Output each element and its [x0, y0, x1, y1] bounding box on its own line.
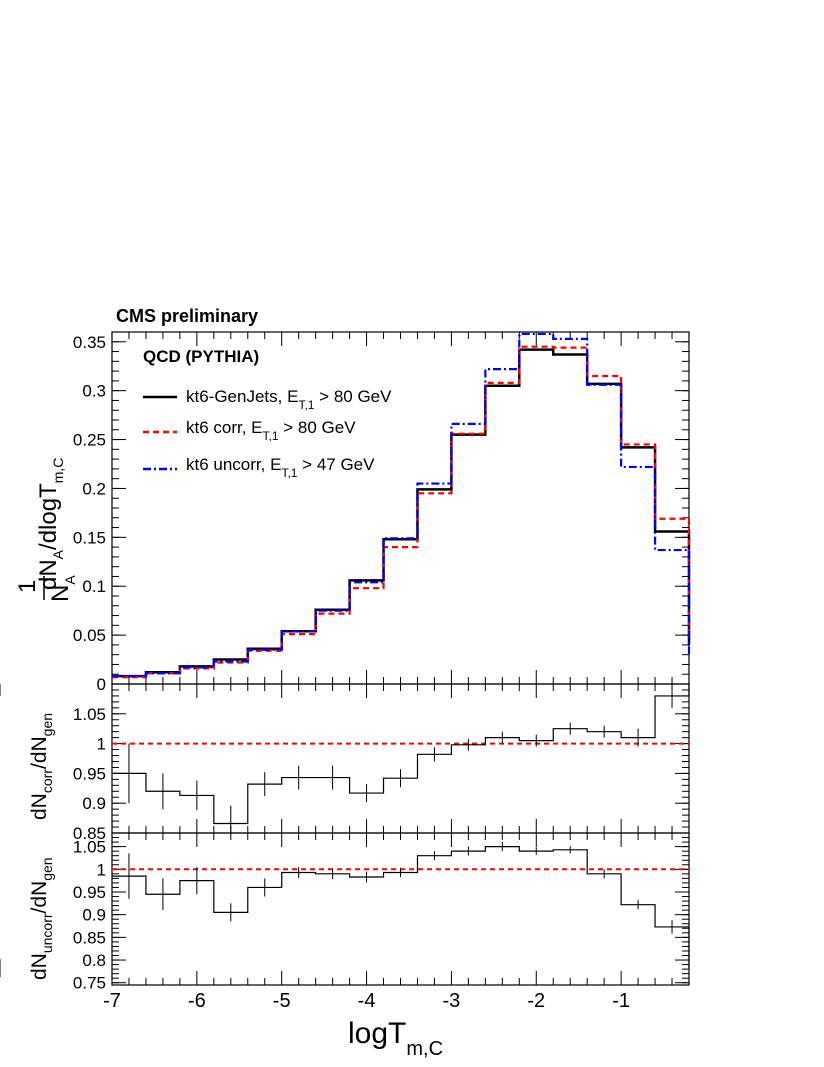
- legend-entry-corr: kt6 corr, ET,1 > 80 GeV: [186, 418, 356, 443]
- y-tick-label: 0.75: [73, 974, 106, 993]
- x-tick-label: -2: [527, 990, 545, 1012]
- corr-ratio-y-axis-title: dNcorr/dNgen: [28, 713, 55, 820]
- legend-entry-uncorr: kt6 uncorr, ET,1 > 47 GeV: [186, 455, 375, 480]
- x-axis-title: logTm,C: [348, 1017, 443, 1060]
- x-tick-label: -3: [443, 990, 461, 1012]
- uncorr-ratio-plot-area: 0.75 0.8 0.85 0.9 0.95 1 1.05 -7 -6 -5 -4 -3 -2 -1: [0, 832, 690, 1012]
- y-tick-label: 0.8: [82, 951, 106, 970]
- y-tick-label: 0: [97, 675, 106, 694]
- y-tick-label: 0.85: [73, 928, 106, 947]
- ratio-step-line: [112, 684, 690, 825]
- svg-text:1: 1: [14, 580, 41, 593]
- x-tick-label: -4: [358, 990, 376, 1012]
- y-tick-label: 0.15: [73, 528, 106, 547]
- y-tick-label: 0.2: [82, 479, 106, 498]
- y-tick-label: 1: [97, 735, 106, 754]
- y-tick-label: 0.3: [82, 382, 106, 401]
- top-plot-area: 0 0.05 0.1 0.15 0.2 0.25 0.3 0.35: [73, 331, 691, 694]
- header-label: CMS preliminary: [116, 306, 258, 326]
- svg-text:dNcorr/dNgen: dNcorr/dNgen: [28, 713, 55, 820]
- y-tick-label: 0.05: [73, 626, 106, 645]
- legend-entry-gen: kt6-GenJets, ET,1 > 80 GeV: [186, 387, 392, 412]
- y-tick-label: 0.95: [73, 883, 106, 902]
- y-tick-label: 1.05: [73, 838, 106, 857]
- y-tick-label: 1: [97, 860, 106, 879]
- y-tick-label: 0.9: [82, 906, 106, 925]
- x-tick-label: -6: [188, 990, 206, 1012]
- plot-frame: [111, 832, 690, 986]
- y-tick-label: 1.05: [73, 705, 106, 724]
- x-tick-label: -1: [612, 990, 630, 1012]
- y-tick-label: 0.1: [82, 577, 106, 596]
- y-tick-label: 0.9: [82, 794, 106, 813]
- svg-text:dNA/dlogTm,C: dNA/dlogTm,C: [35, 458, 66, 590]
- y-tick-label: 0.85: [73, 824, 106, 843]
- corr-ratio-plot-area: 0.85 0.9 0.95 1 1.05: [0, 683, 690, 843]
- plot-frame: [111, 683, 690, 834]
- top-plot-title: QCD (PYTHIA): [143, 347, 259, 366]
- svg-text:dNuncorr/dNgen: dNuncorr/dNgen: [28, 857, 55, 980]
- x-tick-label: -5: [273, 990, 291, 1012]
- x-tick-label: -7: [103, 990, 121, 1012]
- legend: kt6-GenJets, ET,1 > 80 GeV kt6 corr, ET,…: [143, 387, 392, 480]
- ratio-step-line: [112, 846, 690, 969]
- uncorr-ratio-y-axis-title: dNuncorr/dNgen: [28, 857, 55, 980]
- y-tick-label: 0.35: [73, 333, 106, 352]
- y-tick-label: 0.25: [73, 431, 106, 450]
- y-tick-label: 0.95: [73, 764, 106, 783]
- series-line-uncorr: [112, 332, 691, 678]
- top-y-axis-title: dNA/dlogTm,C 1: [14, 458, 66, 593]
